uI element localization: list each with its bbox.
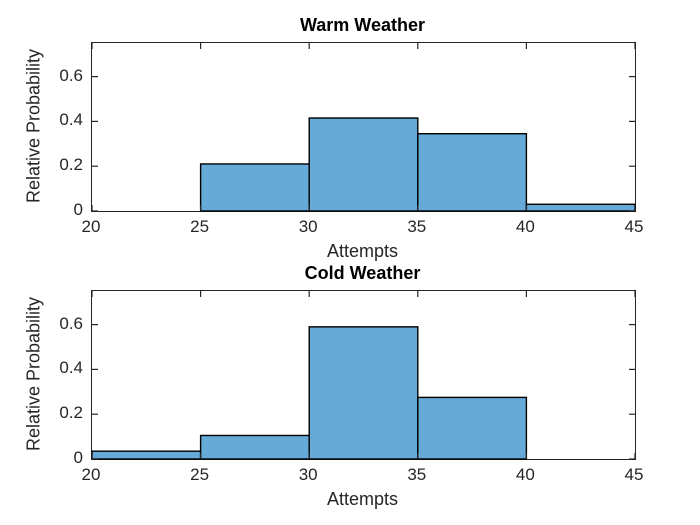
cold-weather-panel: Cold Weather Relative Probability Attemp… bbox=[0, 248, 700, 510]
plot-title: Cold Weather bbox=[304, 263, 421, 283]
plot-area bbox=[91, 290, 636, 460]
x-axis-label: Attempts bbox=[326, 241, 399, 261]
y-tick-label: 0.6 bbox=[59, 313, 83, 333]
histogram-bars bbox=[91, 291, 636, 460]
y-tick-label: 0 bbox=[73, 448, 83, 467]
x-tick-label: 30 bbox=[298, 217, 318, 236]
y-tick-label: 0.6 bbox=[59, 65, 83, 85]
x-tick-label: 25 bbox=[190, 217, 210, 236]
x-tick-label: 40 bbox=[515, 217, 535, 236]
x-tick-label: 30 bbox=[298, 465, 318, 484]
x-tick-label: 25 bbox=[190, 465, 210, 484]
y-tick-label: 0.2 bbox=[59, 155, 83, 175]
y-tick-label: 0.4 bbox=[59, 110, 83, 130]
x-tick-label: 20 bbox=[81, 217, 101, 236]
x-axis-label: Attempts bbox=[326, 489, 399, 509]
x-tick-label: 20 bbox=[81, 465, 101, 484]
x-tick-label: 35 bbox=[407, 217, 427, 236]
x-tick-label: 40 bbox=[515, 465, 535, 484]
plot-title: Warm Weather bbox=[299, 15, 426, 35]
x-tick-label: 45 bbox=[624, 465, 644, 484]
y-tick-label: 0 bbox=[73, 200, 83, 219]
y-tick-label: 0.2 bbox=[59, 403, 83, 423]
warm-weather-panel: Warm Weather Relative Probability Attemp… bbox=[0, 0, 700, 262]
x-tick-label: 45 bbox=[624, 217, 644, 236]
histogram-bars bbox=[91, 43, 636, 212]
x-tick-label: 35 bbox=[407, 465, 427, 484]
plot-area bbox=[91, 42, 636, 212]
y-tick-label: 0.4 bbox=[59, 358, 83, 378]
